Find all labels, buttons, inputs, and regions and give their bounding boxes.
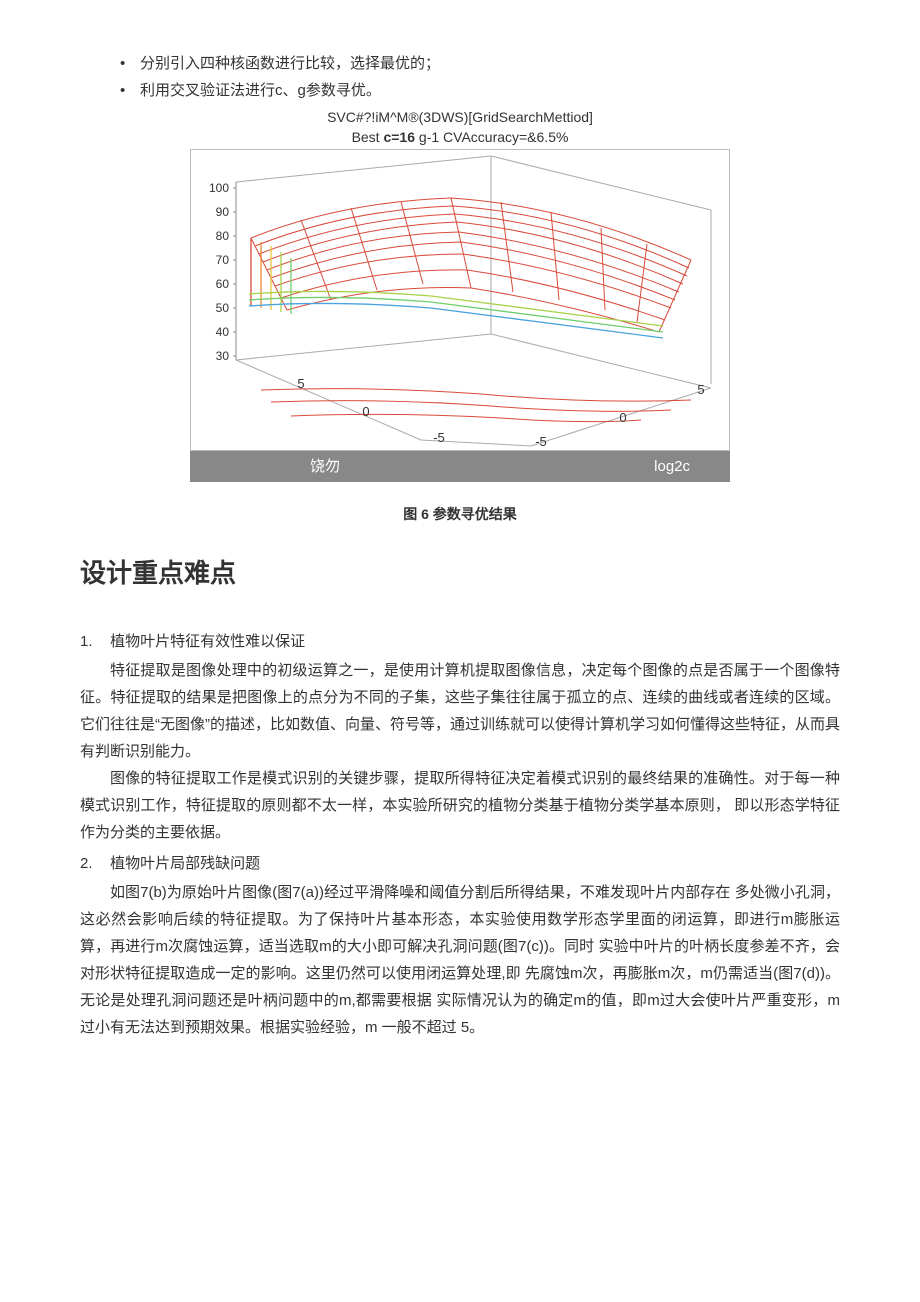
svg-text:90: 90 bbox=[216, 205, 230, 219]
bullet-list: 分别引入四种核函数进行比较，选择最优的； 利用交叉验证法进行c、g参数寻优。 bbox=[80, 50, 840, 104]
chart-title-frag: Best bbox=[352, 129, 384, 145]
svg-text:50: 50 bbox=[216, 301, 230, 315]
chart-axis-labels: 饶勿 log2c bbox=[190, 451, 730, 482]
chart-svg: 100 90 80 70 60 50 40 30 bbox=[191, 150, 731, 450]
svg-text:80: 80 bbox=[216, 229, 230, 243]
chart-title-bold: c=16 bbox=[383, 129, 415, 145]
svg-text:100: 100 bbox=[209, 181, 229, 195]
svg-text:0: 0 bbox=[362, 404, 369, 419]
svg-text:5: 5 bbox=[297, 376, 304, 391]
item-number: 2. bbox=[80, 850, 106, 877]
numbered-item: 2. 植物叶片局部残缺问题 bbox=[80, 850, 840, 877]
chart-title-line1: SVC#?!iM^M®(3DWS)[GridSearchMettiod] bbox=[190, 108, 730, 128]
bullet-item: 利用交叉验证法进行c、g参数寻优。 bbox=[140, 77, 840, 104]
svg-text:5: 5 bbox=[697, 382, 704, 397]
svg-text:60: 60 bbox=[216, 277, 230, 291]
svg-text:70: 70 bbox=[216, 253, 230, 267]
svg-text:30: 30 bbox=[216, 349, 230, 363]
paragraph: 图像的特征提取工作是模式识别的关键步骤，提取所得特征决定着模式识别的最终结果的准… bbox=[80, 765, 840, 846]
paragraph: 特征提取是图像处理中的初级运算之一，是使用计算机提取图像信息，决定每个图像的点是… bbox=[80, 657, 840, 765]
chart-title-frag: g-1 CVAccuracy=&6.5% bbox=[415, 129, 568, 145]
svg-text:0: 0 bbox=[619, 410, 626, 425]
svg-text:40: 40 bbox=[216, 325, 230, 339]
figure-caption: 图 6 参数寻优结果 bbox=[80, 502, 840, 527]
chart-axis-right-label: log2c bbox=[654, 453, 690, 480]
svg-text:-5: -5 bbox=[535, 434, 547, 449]
chart-container: SVC#?!iM^M®(3DWS)[GridSearchMettiod] Bes… bbox=[190, 108, 730, 482]
item-title: 植物叶片局部残缺问题 bbox=[110, 855, 260, 872]
document-page: 分别引入四种核函数进行比较，选择最优的； 利用交叉验证法进行c、g参数寻优。 S… bbox=[0, 0, 920, 1101]
bullet-item: 分别引入四种核函数进行比较，选择最优的； bbox=[140, 50, 840, 77]
chart-title: SVC#?!iM^M®(3DWS)[GridSearchMettiod] Bes… bbox=[190, 108, 730, 147]
item-number: 1. bbox=[80, 628, 106, 655]
chart-title-line2: Best c=16 g-1 CVAccuracy=&6.5% bbox=[190, 128, 730, 148]
section-heading: 设计重点难点 bbox=[80, 551, 840, 598]
numbered-item: 1. 植物叶片特征有效性难以保证 bbox=[80, 628, 840, 655]
item-title: 植物叶片特征有效性难以保证 bbox=[110, 633, 305, 650]
chart-3d-surface: 100 90 80 70 60 50 40 30 bbox=[190, 149, 730, 451]
paragraph: 如图7(b)为原始叶片图像(图7(a))经过平滑降噪和阈值分割后所得结果，不难发… bbox=[80, 879, 840, 1041]
svg-text:-5: -5 bbox=[433, 430, 445, 445]
chart-axis-left-label: 饶勿 bbox=[310, 453, 340, 480]
